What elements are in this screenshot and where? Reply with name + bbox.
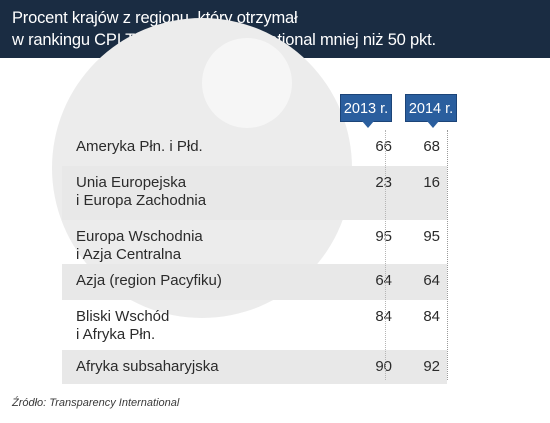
row-label-line: i Afryka Płn.: [76, 326, 156, 343]
column-divider-2014: [447, 130, 448, 380]
row-label: Europa Wschodnia i Azja Centralna: [76, 228, 203, 264]
row-label: Azja (region Pacyfiku): [76, 272, 222, 290]
table-header: 2013 r. 2014 r.: [0, 90, 550, 128]
row-label: Unia Europejska i Europa Zachodnia: [76, 174, 206, 210]
row-label-line: Unia Europejska: [76, 174, 187, 191]
row-label-line: i Azja Centralna: [76, 246, 182, 263]
value-2014: 68: [423, 138, 440, 155]
value-2013: 66: [375, 138, 392, 155]
table-row: Europa Wschodnia i Azja Centralna 95 95: [62, 220, 447, 264]
column-header-2013: 2013 r.: [340, 94, 392, 128]
row-label: Afryka subsaharyjska: [76, 358, 219, 376]
table-row: Ameryka Płn. i Płd. 66 68: [62, 130, 447, 166]
value-2014: 64: [423, 272, 440, 289]
source-note: Źródło: Transparency International: [12, 397, 180, 409]
column-header-2014: 2014 r.: [405, 94, 457, 128]
table-row: Bliski Wschód i Afryka Płn. 84 84: [62, 300, 447, 350]
value-2013: 64: [375, 272, 392, 289]
row-label-line: Azja (region Pacyfiku): [76, 272, 222, 289]
value-2013: 95: [375, 228, 392, 245]
table-row: Azja (region Pacyfiku) 64 64: [62, 264, 447, 300]
table-row: Afryka subsaharyjska 90 92: [62, 350, 447, 384]
value-2014: 16: [423, 174, 440, 191]
value-2013: 23: [375, 174, 392, 191]
value-2014: 95: [423, 228, 440, 245]
row-label: Bliski Wschód i Afryka Płn.: [76, 308, 169, 344]
row-label: Ameryka Płn. i Płd.: [76, 138, 203, 156]
row-label-line: Bliski Wschód: [76, 308, 170, 325]
value-2013: 90: [375, 358, 392, 375]
value-2013: 84: [375, 308, 392, 325]
row-label-line: Afryka subsaharyjska: [76, 358, 219, 375]
value-2014: 92: [423, 358, 440, 375]
title-line-1: Procent krajów z regionu, który otrzymał: [12, 9, 298, 27]
value-2014: 84: [423, 308, 440, 325]
table-row: Unia Europejska i Europa Zachodnia 23 16: [62, 166, 447, 220]
row-label-line: Ameryka Płn. i Płd.: [76, 138, 203, 155]
column-divider-2013: [385, 130, 386, 380]
row-label-line: Europa Wschodnia: [76, 228, 203, 245]
row-label-line: i Europa Zachodnia: [76, 192, 207, 209]
